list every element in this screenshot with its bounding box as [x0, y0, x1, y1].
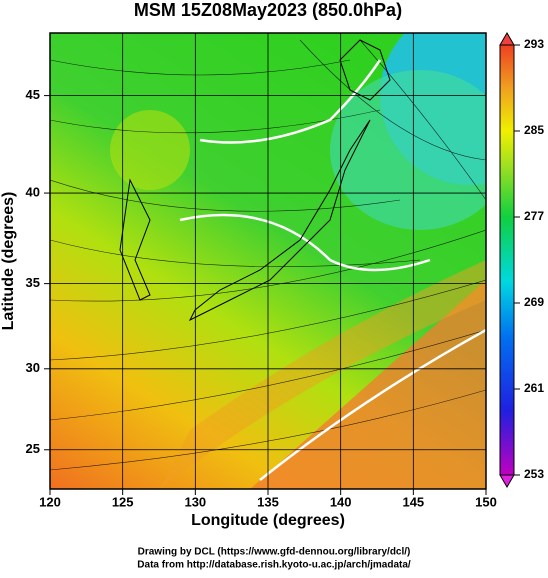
x-tick-label: 130	[184, 494, 206, 509]
x-axis-label: Longitude (degrees)	[191, 512, 345, 529]
y-tick-label: 45	[26, 87, 40, 102]
colorbar-tick-label: 293	[524, 37, 544, 51]
y-tick-label: 25	[26, 441, 40, 456]
colorbar-tick-label: 277	[524, 209, 544, 223]
field	[50, 33, 486, 489]
colorbar-tick-label: 253	[524, 467, 544, 481]
y-tick-label: 40	[26, 185, 40, 200]
x-tick-label: 135	[257, 494, 279, 509]
x-tick-label: 150	[475, 494, 497, 509]
colorbar-tick-label: 261	[524, 381, 544, 395]
x-tick-label: 120	[39, 494, 61, 509]
x-tick-label: 140	[330, 494, 352, 509]
colorbar-tick-label: 285	[524, 123, 544, 137]
x-tick-label: 125	[112, 494, 134, 509]
y-tick-label: 30	[26, 360, 40, 375]
colorbar	[499, 44, 515, 476]
colorbar-min-arrow	[499, 474, 515, 488]
y-tick-label: 35	[26, 275, 40, 290]
y-axis-label: Latitude (degrees)	[0, 192, 17, 331]
x-tick-label: 145	[402, 494, 424, 509]
footer-line: Data from http://database.rish.kyoto-u.a…	[137, 560, 411, 571]
footer-line: Drawing by DCL (https://www.gfd-dennou.o…	[138, 547, 411, 558]
map-title: MSM 15Z08May2023 (850.0hPa)	[134, 0, 402, 20]
colorbar-max-arrow	[499, 32, 515, 46]
colorbar-tick-label: 269	[524, 295, 544, 309]
